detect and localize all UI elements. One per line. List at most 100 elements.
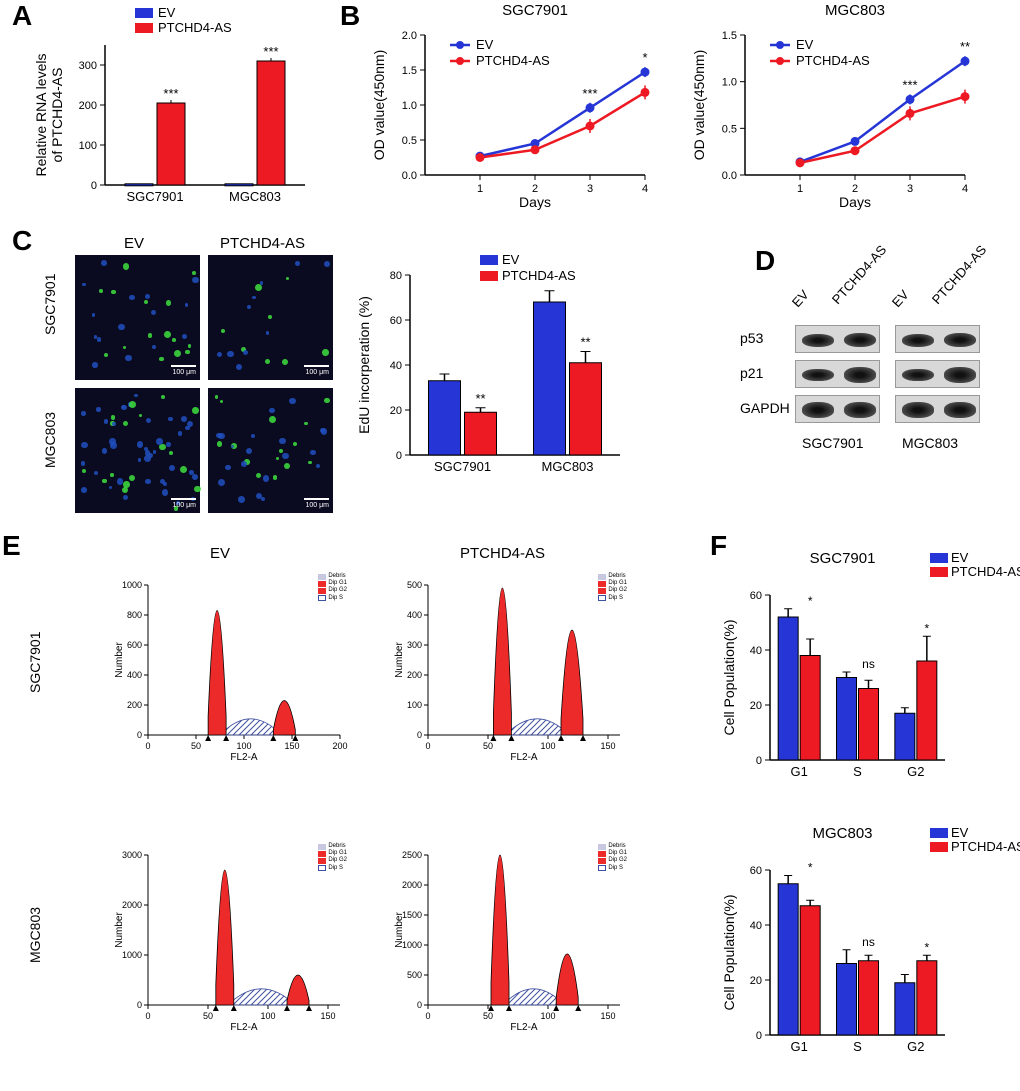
panelD-container: EVPTCHD4-ASEVPTCHD4-ASp53p21GAPDHSGC7901… — [740, 265, 1015, 475]
svg-text:4: 4 — [962, 183, 968, 195]
svg-text:***: *** — [582, 86, 597, 101]
svg-text:*: * — [642, 50, 647, 65]
blot-col-label: EV — [889, 287, 912, 310]
svg-text:G2: G2 — [907, 764, 924, 779]
svg-text:2.0: 2.0 — [402, 30, 417, 42]
svg-text:400: 400 — [407, 610, 422, 620]
svg-text:800: 800 — [127, 610, 142, 620]
svg-text:300: 300 — [407, 640, 422, 650]
svg-text:EV: EV — [502, 252, 520, 267]
svg-text:PTCHD4-AS: PTCHD4-AS — [796, 53, 870, 68]
svg-text:0.0: 0.0 — [722, 170, 737, 182]
svg-text:0.5: 0.5 — [402, 135, 417, 147]
svg-text:EV: EV — [951, 550, 969, 565]
svg-text:0.0: 0.0 — [402, 170, 417, 182]
svg-text:150: 150 — [284, 741, 299, 751]
svg-text:S: S — [853, 1039, 862, 1054]
svg-text:20: 20 — [750, 975, 762, 987]
svg-text:Number: Number — [394, 912, 405, 948]
panelF-container: SGC7901EVPTCHD4-AS0204060Cell Population… — [720, 545, 1020, 1085]
blot-col-label: PTCHD4-AS — [929, 242, 989, 307]
svg-text:S: S — [853, 764, 862, 779]
svg-text:*: * — [808, 861, 813, 875]
svg-text:400: 400 — [127, 670, 142, 680]
svg-text:150: 150 — [600, 1011, 615, 1021]
svg-text:100: 100 — [540, 1011, 555, 1021]
svg-text:1.0: 1.0 — [722, 77, 737, 89]
svg-text:2000: 2000 — [402, 880, 422, 890]
facs-plot: 0100200300400500050100150FL2-ANumberDebr… — [390, 570, 630, 765]
cell-line-mgc: MGC803 — [42, 448, 58, 468]
panelB-container: SGC79010.00.51.01.52.01234DaysOD value(4… — [370, 0, 1010, 210]
facs-plot: 0100020003000050100150FL2-ANumberDebrisD… — [110, 840, 350, 1035]
svg-text:1.5: 1.5 — [402, 65, 417, 77]
label-A: A — [12, 0, 32, 32]
blot-col-label: PTCHD4-AS — [829, 242, 889, 307]
svg-text:3: 3 — [587, 183, 593, 195]
svg-text:0: 0 — [417, 730, 422, 740]
svg-text:FL2-A: FL2-A — [230, 1022, 258, 1033]
svg-text:0: 0 — [756, 1030, 762, 1042]
svg-text:Cell Population(%): Cell Population(%) — [721, 620, 737, 736]
svg-text:1000: 1000 — [122, 580, 142, 590]
blot-lane — [795, 395, 880, 423]
svg-text:0: 0 — [396, 450, 402, 462]
svg-text:Cell Population(%): Cell Population(%) — [721, 895, 737, 1011]
svg-text:0: 0 — [145, 1011, 150, 1021]
facs-legend: DebrisDip G1Dip G2Dip S — [598, 843, 627, 872]
protein-label: p21 — [740, 365, 763, 381]
micrograph: 100 μm — [208, 255, 333, 380]
svg-text:200: 200 — [127, 700, 142, 710]
blot-col-label: EV — [789, 287, 812, 310]
svg-text:FL2-A: FL2-A — [510, 752, 538, 763]
svg-text:G2: G2 — [907, 1039, 924, 1054]
facs-label-ev: EV — [210, 545, 230, 562]
facs-legend: DebrisDip G1Dip G2Dip S — [318, 843, 347, 872]
protein-label: p53 — [740, 330, 763, 346]
svg-text:2500: 2500 — [402, 850, 422, 860]
blot-lane — [795, 325, 880, 353]
facs-legend: DebrisDip G1Dip G2Dip S — [598, 573, 627, 602]
panelC-container: EV PTCHD4-AS SGC7901 MGC803 100 μm100 μm… — [30, 235, 720, 525]
svg-text:1000: 1000 — [122, 950, 142, 960]
svg-text:100: 100 — [79, 140, 97, 152]
svg-text:PTCHD4-AS: PTCHD4-AS — [951, 839, 1020, 854]
svg-text:500: 500 — [407, 970, 422, 980]
svg-text:3: 3 — [907, 183, 913, 195]
svg-text:ns: ns — [862, 657, 875, 671]
blot-cell-sgc: SGC7901 — [802, 435, 863, 451]
svg-text:EdU incorperation (%): EdU incorperation (%) — [356, 296, 372, 434]
svg-text:OD value(450nm): OD value(450nm) — [691, 50, 707, 161]
svg-text:MGC803: MGC803 — [541, 459, 593, 474]
protein-label: GAPDH — [740, 400, 790, 416]
svg-text:40: 40 — [750, 920, 762, 932]
svg-text:0: 0 — [417, 1000, 422, 1010]
svg-text:60: 60 — [390, 315, 402, 327]
svg-text:SGC7901: SGC7901 — [810, 550, 876, 567]
svg-text:Relative RNA levelsof PTCHD4-A: Relative RNA levelsof PTCHD4-AS — [33, 54, 65, 177]
svg-text:SGC7901: SGC7901 — [126, 189, 183, 204]
svg-text:1.5: 1.5 — [722, 30, 737, 42]
svg-text:500: 500 — [407, 580, 422, 590]
svg-text:***: *** — [902, 77, 917, 92]
svg-text:300: 300 — [79, 60, 97, 72]
svg-text:50: 50 — [191, 741, 201, 751]
svg-text:80: 80 — [390, 270, 402, 282]
blot-lane — [895, 360, 980, 388]
micrograph: 100 μm — [208, 388, 333, 513]
facs-plot: 05001000150020002500050100150FL2-ANumber… — [390, 840, 630, 1035]
svg-text:**: ** — [960, 39, 970, 54]
panelA-chart: EV PTCHD4-AS 0100200300Relative RNA leve… — [35, 5, 320, 205]
svg-text:50: 50 — [203, 1011, 213, 1021]
svg-text:EV: EV — [951, 825, 969, 840]
svg-text:FL2-A: FL2-A — [510, 1022, 538, 1033]
img-label-pt: PTCHD4-AS — [220, 235, 305, 252]
svg-text:EV: EV — [796, 37, 814, 52]
svg-text:1: 1 — [797, 183, 803, 195]
label-E: E — [2, 530, 21, 562]
svg-text:100: 100 — [236, 741, 251, 751]
facs-label-pt: PTCHD4-AS — [460, 545, 545, 562]
blot-lane — [895, 395, 980, 423]
svg-text:Number: Number — [114, 642, 125, 678]
svg-text:0: 0 — [425, 741, 430, 751]
